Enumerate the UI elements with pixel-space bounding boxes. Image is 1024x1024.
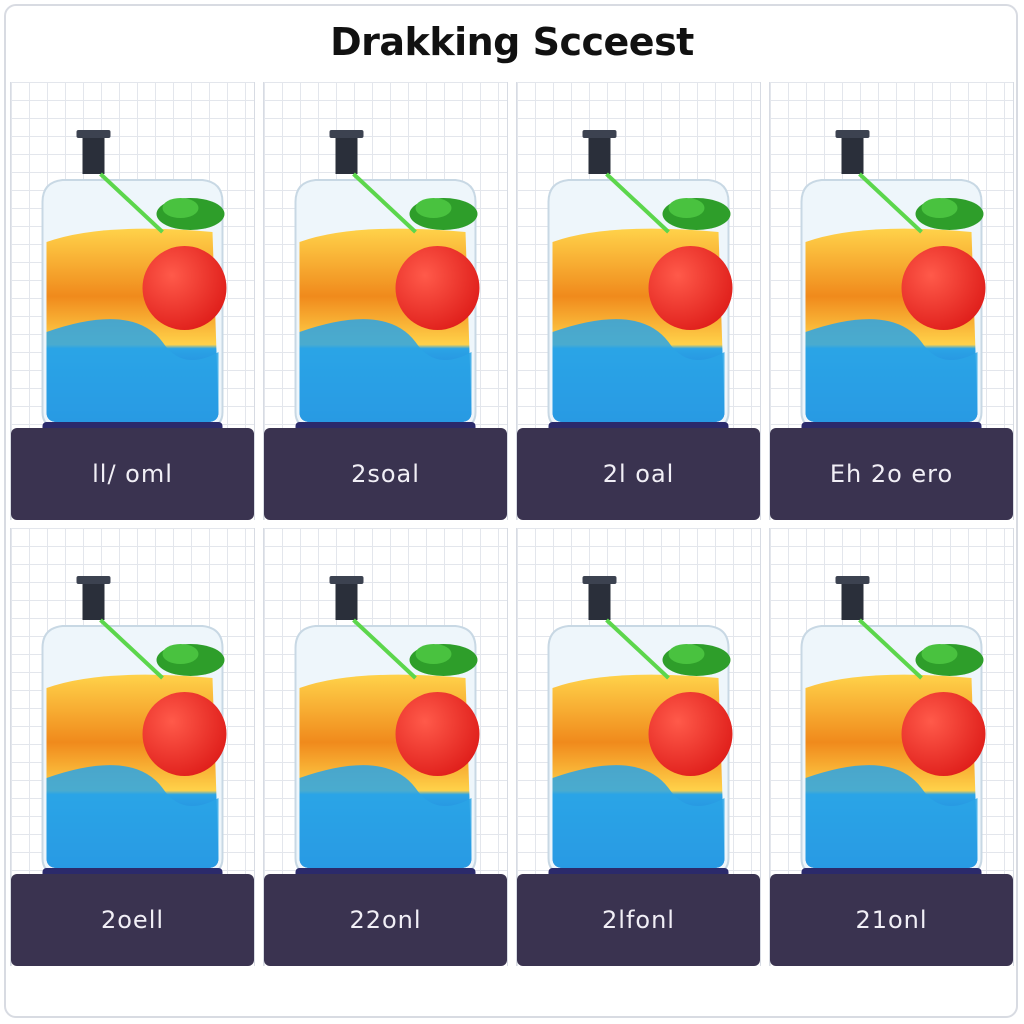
drink-jar-icon (800, 576, 986, 878)
drink-label: 2lfonl (602, 906, 675, 934)
drink-card[interactable]: 21onl (769, 528, 1014, 966)
drink-label: 2l oal (602, 460, 675, 488)
drink-label: 21onl (855, 906, 928, 934)
drink-card[interactable]: ll/ oml (10, 82, 255, 520)
drink-card[interactable]: 2oell (10, 528, 255, 966)
drink-label: Eh 2o ero (829, 460, 954, 488)
drink-jar-icon (294, 576, 480, 878)
drink-label-bar: 22onl (264, 874, 507, 966)
drink-label: 2soal (351, 460, 420, 488)
drink-jar-icon (547, 576, 733, 878)
drink-label-bar: 2soal (264, 428, 507, 520)
drink-grid-row-1: ll/ oml 2soal (10, 82, 1014, 520)
drink-card[interactable]: 2lfonl (516, 528, 761, 966)
drink-label-bar: 2lfonl (517, 874, 760, 966)
drink-card[interactable]: Eh 2o ero (769, 82, 1014, 520)
drink-jar-icon (41, 130, 227, 432)
drink-jar-icon (41, 576, 227, 878)
drink-jar-icon (547, 130, 733, 432)
drink-label: ll/ oml (92, 460, 173, 488)
drink-label-bar: Eh 2o ero (770, 428, 1013, 520)
drink-jar-icon (800, 130, 986, 432)
drink-label-bar: ll/ oml (11, 428, 254, 520)
drink-card[interactable]: 2l oal (516, 82, 761, 520)
drink-jar-icon (294, 130, 480, 432)
drink-grid-row-2: 2oell 22onl (10, 528, 1014, 966)
drink-label: 22onl (349, 906, 422, 934)
drink-label: 2oell (100, 906, 165, 934)
page-title: Drakking Scceest (330, 20, 694, 64)
drink-card[interactable]: 2soal (263, 82, 508, 520)
drink-label-bar: 21onl (770, 874, 1013, 966)
drink-label-bar: 2l oal (517, 428, 760, 520)
drink-card[interactable]: 22onl (263, 528, 508, 966)
drink-label-bar: 2oell (11, 874, 254, 966)
